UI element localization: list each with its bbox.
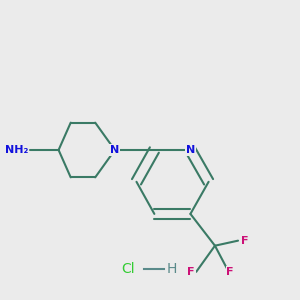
Text: N: N xyxy=(110,145,119,155)
Text: Cl: Cl xyxy=(122,262,135,276)
Text: F: F xyxy=(242,236,249,246)
Text: H: H xyxy=(167,262,177,276)
Text: F: F xyxy=(226,267,234,277)
Text: NH₂: NH₂ xyxy=(5,145,28,155)
Text: F: F xyxy=(187,267,195,277)
Text: N: N xyxy=(186,145,195,155)
